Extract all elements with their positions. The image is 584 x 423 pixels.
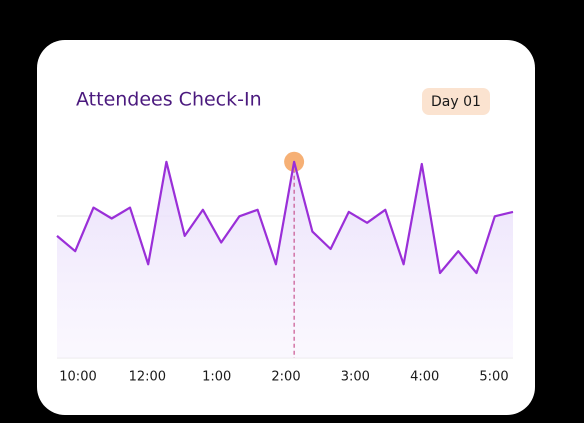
chart-title: Attendees Check-In bbox=[76, 89, 262, 111]
x-tick-label: 4:00 bbox=[410, 370, 439, 385]
x-tick-label: 1:00 bbox=[202, 370, 231, 385]
x-tick-label: 2:00 bbox=[271, 370, 300, 385]
area bbox=[57, 161, 513, 358]
x-tick-label: 10:00 bbox=[59, 370, 96, 385]
x-tick-label: 3:00 bbox=[341, 370, 370, 385]
badge[interactable] bbox=[422, 88, 490, 115]
x-tick-label: 5:00 bbox=[479, 370, 508, 385]
plot: 10:00 12:00 1:00 2:00 3:00 4:00 5:00 bbox=[56, 151, 514, 385]
x-tick-label: 12:00 bbox=[129, 370, 166, 385]
line bbox=[56, 160, 514, 275]
badge-label[interactable]: Day 01 bbox=[431, 94, 481, 110]
